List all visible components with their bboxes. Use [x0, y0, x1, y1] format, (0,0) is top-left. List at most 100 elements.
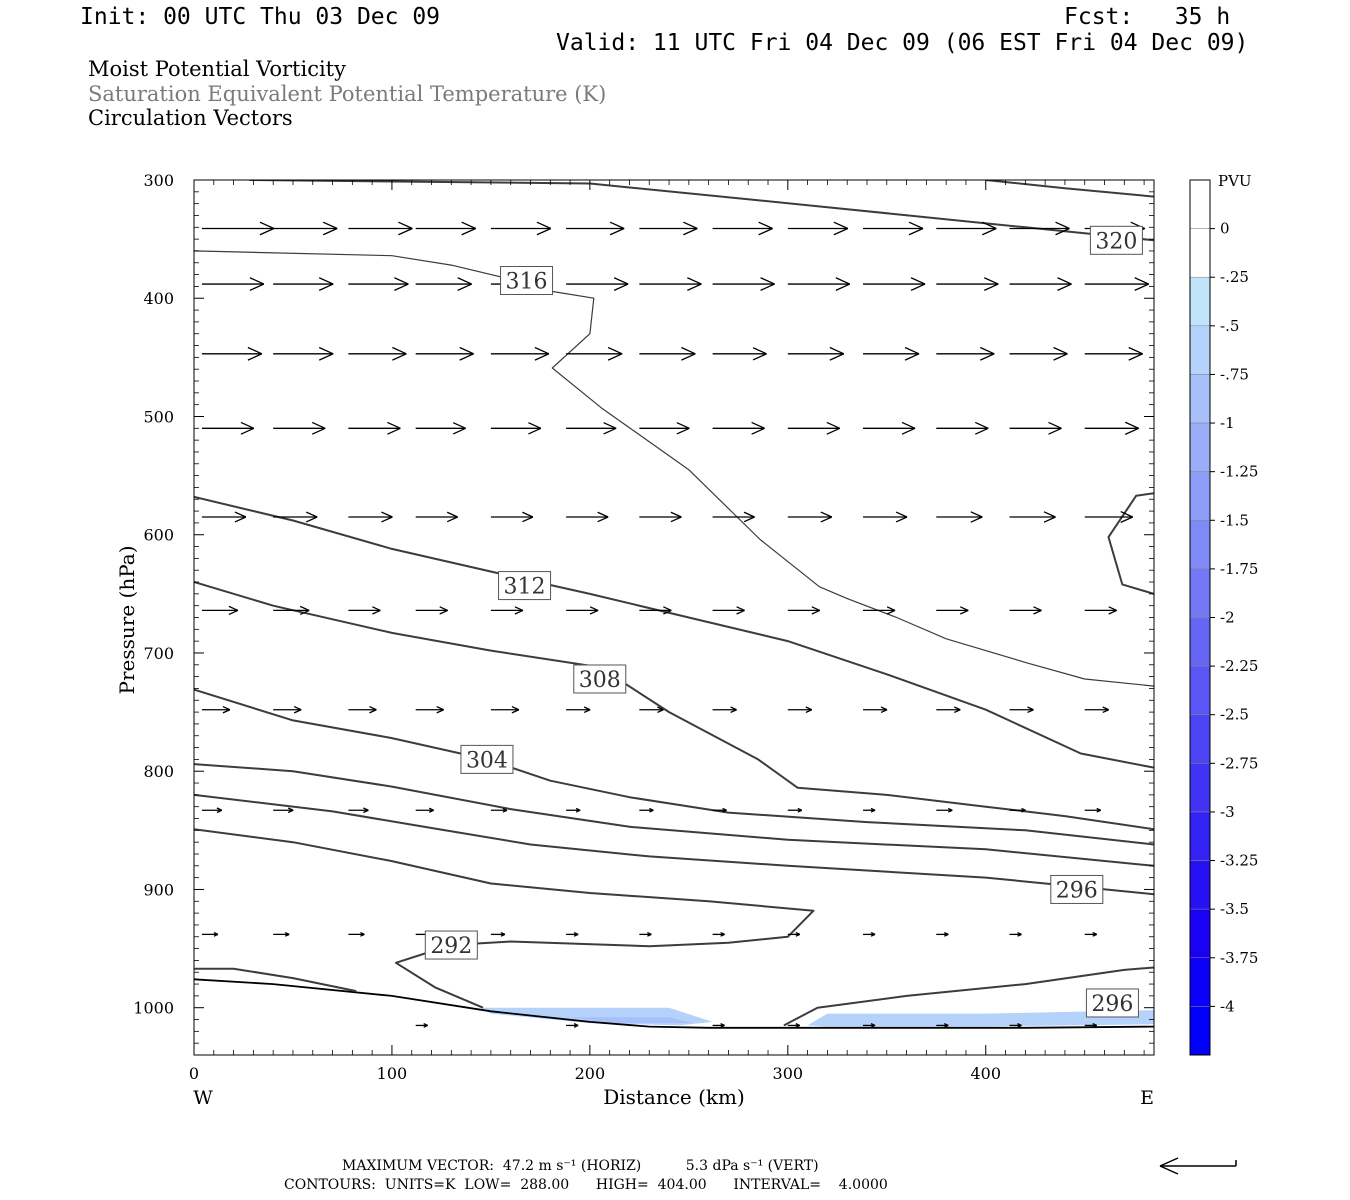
circulation-vector	[415, 511, 458, 523]
circulation-vector	[566, 422, 617, 435]
circulation-vector	[639, 422, 690, 435]
vector-head	[613, 277, 629, 291]
y-tick-label: 600	[143, 526, 174, 545]
circulation-vector	[490, 511, 534, 523]
circulation-vector	[490, 422, 542, 435]
vector-head	[1128, 346, 1143, 361]
circulation-vector	[712, 606, 745, 615]
vector-head	[1027, 706, 1034, 714]
x-tick-label: 300	[773, 1064, 804, 1083]
x-tick-label: 0	[189, 1064, 199, 1083]
circulation-vector	[936, 931, 949, 937]
vector-head	[948, 807, 953, 813]
circulation-vector	[712, 931, 725, 937]
y-tick-label: 700	[143, 644, 174, 663]
circulation-vector	[936, 807, 953, 813]
colorbar-label: -1.5	[1220, 511, 1249, 529]
colorbar-label: -4	[1220, 997, 1235, 1015]
theta-es-contour-320	[249, 180, 1154, 242]
circulation-vector	[348, 705, 377, 714]
circulation-vector	[639, 277, 702, 291]
vector-head	[835, 277, 851, 291]
x-axis-title: Distance (km)	[603, 1085, 745, 1109]
vector-head	[459, 346, 474, 361]
vector-head	[522, 511, 534, 523]
vector-head	[369, 705, 377, 714]
circulation-vector	[787, 277, 851, 291]
vector-head	[1053, 346, 1068, 361]
contour-label-box	[1085, 988, 1139, 1018]
circulation-vector	[712, 511, 755, 523]
circulation-vector	[787, 706, 813, 714]
vector-head	[363, 807, 369, 814]
contour-label-box	[498, 571, 552, 601]
circulation-vector	[1009, 706, 1034, 714]
forecast-hour: Fcst: 35 h	[1064, 4, 1231, 30]
vector-head	[311, 421, 326, 435]
y-tick-label: 1000	[133, 999, 174, 1018]
circulation-vector	[712, 1023, 725, 1028]
vector-head	[1048, 421, 1062, 435]
circulation-vector	[639, 706, 664, 714]
vector-head	[752, 347, 767, 361]
circulation-vector	[787, 606, 821, 615]
vector-head	[1033, 606, 1042, 615]
circulation-vector	[348, 807, 369, 814]
vector-head	[381, 511, 393, 523]
y-tick-label: 800	[143, 762, 174, 781]
vector-head	[910, 277, 926, 291]
circulation-vector	[201, 605, 239, 616]
circulation-vector	[1009, 807, 1026, 813]
circulation-vector	[273, 705, 302, 714]
circulation-vector	[639, 931, 652, 937]
circulation-vector	[566, 807, 581, 813]
valid-time: Valid: 11 UTC Fri 04 Dec 09 (06 EST Fri …	[556, 30, 1249, 56]
vector-head	[805, 706, 813, 714]
east-label: E	[1140, 1087, 1154, 1109]
circulation-vector	[936, 706, 961, 714]
circulation-vector	[1084, 931, 1097, 937]
circulation-vector	[273, 221, 338, 236]
vector-head	[829, 346, 845, 361]
colorbar-label: -1.75	[1220, 560, 1258, 578]
vector-head	[439, 606, 448, 615]
vector-head	[446, 511, 458, 523]
colorbar-label: -.5	[1220, 317, 1239, 335]
circulation-vector	[490, 221, 552, 236]
vector-head	[751, 421, 765, 435]
vector-head	[795, 1023, 801, 1028]
circulation-vector	[936, 421, 989, 435]
colorbar-swatch	[1189, 568, 1211, 618]
vector-head	[575, 807, 581, 813]
colorbar-label: -.25	[1220, 268, 1249, 286]
vector-head	[536, 221, 552, 236]
vector-head	[534, 346, 550, 361]
circulation-vector	[787, 807, 803, 813]
vector-head	[500, 931, 506, 937]
circulation-vector	[490, 606, 524, 615]
colorbar-label: -1	[1220, 414, 1235, 432]
vector-head	[1055, 221, 1070, 236]
vector-head	[730, 706, 737, 714]
circulation-vector	[936, 277, 999, 291]
circulation-vector	[712, 706, 737, 714]
contour-label-316: 316	[506, 270, 548, 295]
circulation-vector	[348, 606, 381, 615]
vector-head	[573, 931, 579, 937]
vector-head	[398, 221, 413, 236]
circulation-vector	[863, 346, 920, 361]
vector-head	[886, 606, 896, 615]
vector-head	[758, 221, 773, 236]
circulation-vector	[415, 705, 444, 714]
vector-head	[528, 422, 542, 435]
circulation-vector	[273, 807, 294, 814]
contour-label-320: 320	[1095, 229, 1137, 254]
contour-label-308: 308	[579, 668, 621, 693]
colorbar-label: -.75	[1220, 365, 1249, 383]
vector-head	[901, 421, 916, 435]
colorbar-label: -2.75	[1220, 754, 1258, 772]
vector-head	[1057, 277, 1072, 291]
vector-head	[423, 1023, 428, 1028]
contour-label-304: 304	[466, 748, 508, 773]
